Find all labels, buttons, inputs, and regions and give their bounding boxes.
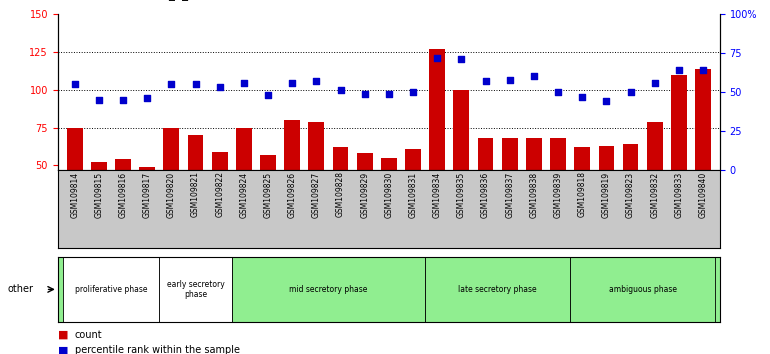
Bar — [232, 257, 425, 322]
Bar — [67, 127, 82, 241]
Bar — [260, 155, 276, 241]
Point — [262, 92, 274, 98]
Text: GSM109818: GSM109818 — [578, 171, 587, 217]
Text: GSM109836: GSM109836 — [481, 171, 490, 218]
Text: count: count — [75, 330, 102, 339]
Text: GSM109817: GSM109817 — [142, 171, 152, 218]
Point — [117, 97, 129, 103]
Point — [624, 89, 637, 95]
Text: GSM109815: GSM109815 — [95, 171, 103, 218]
Point — [334, 88, 346, 93]
Text: GSM109834: GSM109834 — [433, 171, 442, 218]
Point — [92, 97, 105, 103]
Text: GSM109829: GSM109829 — [360, 171, 369, 218]
Point — [189, 81, 202, 87]
Bar — [188, 135, 203, 241]
Bar — [284, 120, 300, 241]
Bar — [598, 146, 614, 241]
Text: GSM109821: GSM109821 — [191, 171, 200, 217]
Point — [359, 91, 371, 96]
Point — [238, 80, 250, 86]
Text: mid secretory phase: mid secretory phase — [290, 285, 367, 294]
Bar — [430, 49, 445, 241]
Text: GSM109840: GSM109840 — [698, 171, 708, 218]
Text: GSM109838: GSM109838 — [529, 171, 538, 218]
Text: late secretory phase: late secretory phase — [458, 285, 537, 294]
Text: GSM109822: GSM109822 — [215, 171, 224, 217]
Point — [673, 67, 685, 73]
Point — [648, 80, 661, 86]
Point — [310, 78, 323, 84]
Bar — [671, 75, 687, 241]
Point — [213, 85, 226, 90]
Bar — [159, 257, 232, 322]
Text: GSM109823: GSM109823 — [626, 171, 635, 218]
Bar — [236, 127, 252, 241]
Bar — [425, 257, 570, 322]
Bar — [163, 127, 179, 241]
Point — [552, 89, 564, 95]
Bar — [647, 121, 662, 241]
Bar — [333, 147, 348, 241]
Text: GSM109830: GSM109830 — [384, 171, 393, 218]
Text: ■: ■ — [58, 346, 69, 354]
Text: GSM109816: GSM109816 — [119, 171, 128, 218]
Bar — [381, 158, 397, 241]
Text: GSM109827: GSM109827 — [312, 171, 321, 218]
Text: ■: ■ — [58, 330, 69, 339]
Bar — [309, 121, 324, 241]
Bar — [695, 69, 711, 241]
Text: GSM109835: GSM109835 — [457, 171, 466, 218]
Bar — [574, 147, 590, 241]
Text: GSM109837: GSM109837 — [505, 171, 514, 218]
Text: GSM109820: GSM109820 — [167, 171, 176, 218]
Point — [455, 57, 467, 62]
Point — [527, 74, 540, 79]
Text: other: other — [8, 284, 34, 295]
Bar — [454, 90, 469, 241]
Point — [504, 77, 516, 82]
Bar — [570, 257, 715, 322]
Point — [407, 89, 419, 95]
Point — [286, 80, 298, 86]
Bar — [502, 138, 517, 241]
Bar — [212, 152, 227, 241]
Bar — [405, 149, 421, 241]
Bar — [116, 159, 131, 241]
Point — [576, 94, 588, 99]
Point — [431, 55, 444, 61]
Point — [383, 91, 395, 96]
Point — [141, 96, 153, 101]
Bar — [91, 162, 107, 241]
Bar — [139, 167, 155, 241]
Text: GSM109819: GSM109819 — [602, 171, 611, 218]
Point — [697, 67, 709, 73]
Text: GSM109831: GSM109831 — [409, 171, 417, 218]
Text: GSM109828: GSM109828 — [336, 171, 345, 217]
Text: GSM109832: GSM109832 — [650, 171, 659, 218]
Point — [69, 81, 81, 87]
Bar — [357, 153, 373, 241]
Bar — [526, 138, 542, 241]
Text: GSM109825: GSM109825 — [263, 171, 273, 218]
Text: GSM109839: GSM109839 — [554, 171, 563, 218]
Bar — [477, 138, 494, 241]
Text: proliferative phase: proliferative phase — [75, 285, 147, 294]
Point — [480, 78, 492, 84]
Text: GSM109826: GSM109826 — [288, 171, 296, 218]
Text: GSM109833: GSM109833 — [675, 171, 683, 218]
Text: early secretory
phase: early secretory phase — [166, 280, 224, 299]
Bar — [62, 257, 159, 322]
Text: ambiguous phase: ambiguous phase — [608, 285, 677, 294]
Point — [600, 98, 612, 104]
Point — [166, 81, 178, 87]
Bar — [551, 138, 566, 241]
Text: GSM109814: GSM109814 — [70, 171, 79, 218]
Text: percentile rank within the sample: percentile rank within the sample — [75, 346, 239, 354]
Text: GSM109824: GSM109824 — [239, 171, 249, 218]
Bar — [623, 144, 638, 241]
